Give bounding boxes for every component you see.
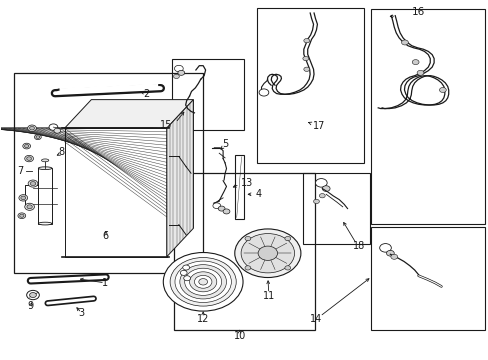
Circle shape bbox=[30, 293, 36, 297]
Circle shape bbox=[199, 279, 207, 285]
Circle shape bbox=[21, 196, 26, 200]
Circle shape bbox=[302, 57, 308, 61]
Circle shape bbox=[27, 157, 31, 160]
Circle shape bbox=[180, 270, 187, 275]
Circle shape bbox=[194, 275, 211, 288]
Circle shape bbox=[244, 237, 250, 241]
Text: 3: 3 bbox=[79, 308, 84, 318]
Text: 1: 1 bbox=[102, 278, 108, 288]
Circle shape bbox=[241, 234, 294, 273]
Circle shape bbox=[23, 143, 30, 149]
Circle shape bbox=[163, 252, 243, 311]
Text: 10: 10 bbox=[233, 332, 245, 342]
Circle shape bbox=[25, 203, 34, 210]
Circle shape bbox=[24, 144, 29, 148]
Text: 4: 4 bbox=[255, 189, 261, 199]
Circle shape bbox=[319, 194, 325, 198]
Circle shape bbox=[175, 261, 231, 302]
Circle shape bbox=[25, 156, 33, 162]
Circle shape bbox=[386, 250, 393, 256]
Circle shape bbox=[30, 181, 36, 185]
Circle shape bbox=[244, 266, 250, 270]
Circle shape bbox=[223, 209, 229, 214]
Circle shape bbox=[54, 128, 61, 133]
Text: 12: 12 bbox=[197, 314, 209, 324]
Text: 18: 18 bbox=[352, 241, 365, 251]
Circle shape bbox=[315, 179, 326, 187]
Ellipse shape bbox=[38, 222, 52, 225]
Polygon shape bbox=[64, 128, 166, 257]
Text: 14: 14 bbox=[310, 314, 322, 324]
Circle shape bbox=[390, 254, 397, 259]
Text: 5: 5 bbox=[222, 139, 228, 149]
Circle shape bbox=[18, 213, 26, 219]
Ellipse shape bbox=[38, 167, 52, 170]
Circle shape bbox=[27, 205, 32, 209]
Circle shape bbox=[303, 39, 309, 43]
Circle shape bbox=[285, 266, 290, 270]
Text: 9: 9 bbox=[27, 301, 34, 311]
Circle shape bbox=[34, 135, 41, 140]
Circle shape bbox=[212, 203, 220, 208]
Circle shape bbox=[313, 199, 319, 203]
Circle shape bbox=[416, 70, 423, 75]
Circle shape bbox=[180, 265, 226, 299]
Text: 7: 7 bbox=[17, 166, 23, 176]
Ellipse shape bbox=[41, 159, 49, 162]
Circle shape bbox=[439, 87, 446, 93]
Text: 13: 13 bbox=[240, 178, 252, 188]
Circle shape bbox=[234, 229, 300, 278]
Circle shape bbox=[259, 89, 268, 96]
Circle shape bbox=[170, 257, 236, 306]
Circle shape bbox=[20, 214, 24, 217]
Circle shape bbox=[322, 186, 329, 192]
Circle shape bbox=[258, 246, 277, 260]
Circle shape bbox=[189, 272, 216, 292]
Circle shape bbox=[183, 276, 190, 281]
Circle shape bbox=[28, 125, 36, 131]
Text: 17: 17 bbox=[312, 121, 325, 131]
Circle shape bbox=[411, 60, 418, 64]
Polygon shape bbox=[38, 168, 52, 224]
Circle shape bbox=[36, 136, 40, 139]
Circle shape bbox=[174, 65, 183, 72]
Circle shape bbox=[173, 74, 179, 78]
Circle shape bbox=[27, 291, 39, 300]
Circle shape bbox=[49, 124, 58, 130]
Circle shape bbox=[379, 244, 390, 252]
Text: 11: 11 bbox=[262, 291, 274, 301]
Circle shape bbox=[19, 195, 28, 201]
Text: 16: 16 bbox=[411, 7, 425, 17]
Polygon shape bbox=[166, 100, 193, 257]
Circle shape bbox=[401, 40, 407, 45]
Text: 2: 2 bbox=[143, 89, 149, 99]
Circle shape bbox=[178, 70, 184, 75]
Circle shape bbox=[303, 67, 309, 71]
Polygon shape bbox=[64, 100, 193, 128]
Circle shape bbox=[285, 237, 290, 241]
Circle shape bbox=[184, 268, 221, 296]
Text: 8: 8 bbox=[59, 147, 65, 157]
Circle shape bbox=[30, 126, 34, 130]
Circle shape bbox=[183, 265, 189, 270]
Circle shape bbox=[218, 206, 224, 211]
Text: 6: 6 bbox=[102, 231, 109, 242]
Circle shape bbox=[28, 180, 38, 187]
Text: 15: 15 bbox=[160, 120, 172, 130]
